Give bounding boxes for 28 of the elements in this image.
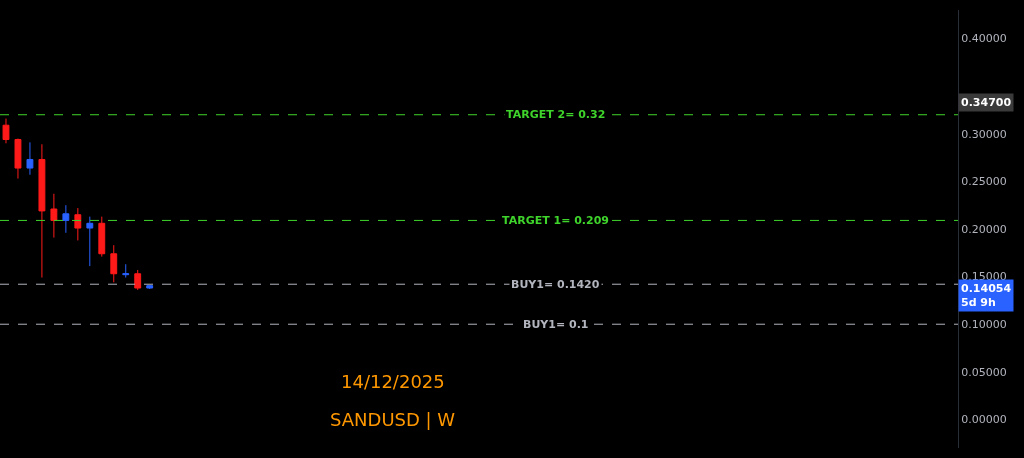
y-tick-label: 0.40000	[961, 32, 1007, 46]
candlestick	[110, 244, 118, 283]
y-tick-label: 0.25000	[961, 175, 1007, 189]
candlestick	[62, 204, 70, 234]
candlestick	[134, 269, 142, 291]
candlestick	[50, 193, 58, 239]
candlestick	[122, 263, 130, 279]
candlestick	[14, 138, 22, 180]
y-tick-label: 0.10000	[961, 318, 1007, 332]
y-tick-label: 0.05000	[961, 365, 1007, 379]
text: 0.14054 5d 9h	[961, 282, 1012, 310]
y-tick-label: 0.20000	[961, 222, 1007, 236]
ref-line-label: BUY1= 0.1	[523, 318, 589, 331]
candlestick	[74, 207, 82, 241]
text: 0.34700	[961, 96, 1012, 109]
y-tick-label: 0.00000	[961, 413, 1007, 427]
candlestick	[146, 284, 154, 290]
candlestick	[98, 216, 106, 258]
y-tick-label: 0.30000	[961, 127, 1007, 141]
candlestick	[2, 118, 10, 144]
annotation: SANDUSD | W	[330, 409, 456, 430]
ref-line-label: TARGET 1= 0.209	[502, 214, 610, 227]
ref-line-label: TARGET 2= 0.32	[506, 108, 606, 121]
candlestick	[26, 141, 34, 176]
ref-line-label: BUY1= 0.1420	[511, 278, 600, 291]
candlestick	[86, 216, 94, 267]
candlestick	[38, 143, 46, 279]
annotation: 14/12/2025	[341, 371, 445, 392]
